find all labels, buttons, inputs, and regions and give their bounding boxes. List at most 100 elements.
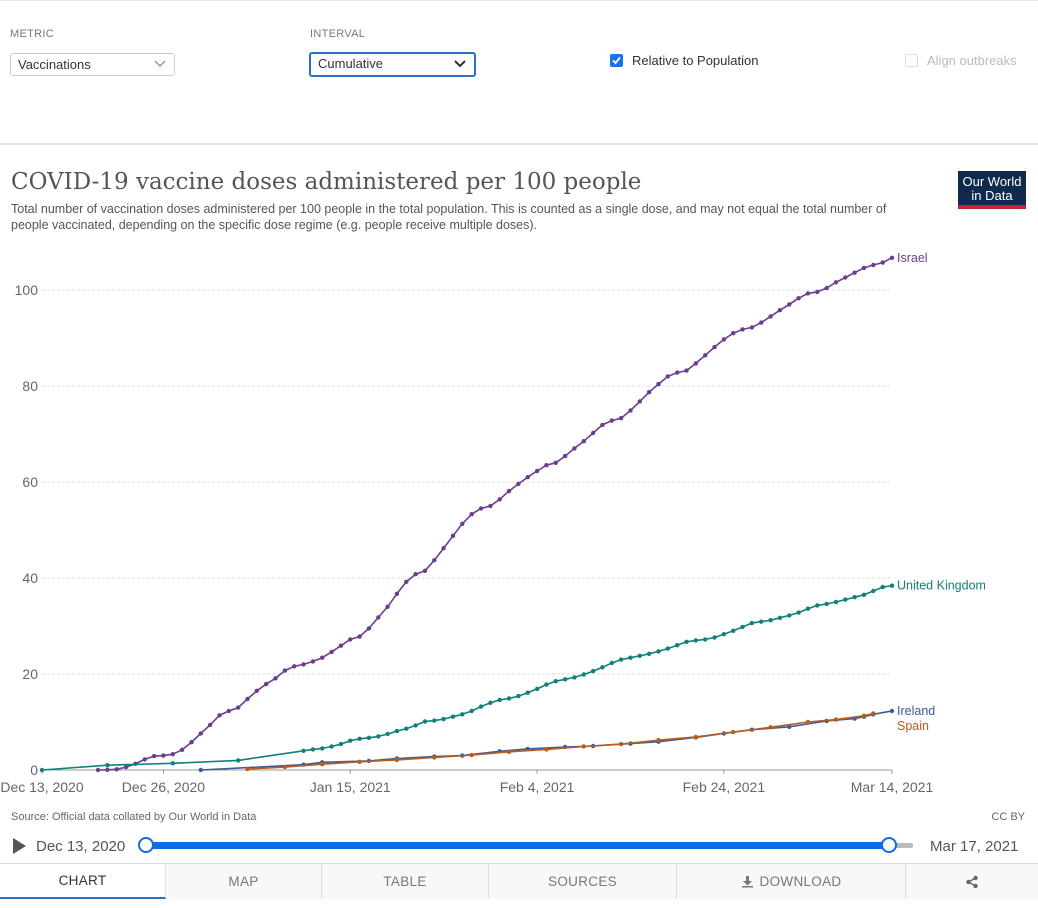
- download-icon: [741, 876, 753, 888]
- data-point: [833, 280, 839, 285]
- data-point: [460, 712, 465, 717]
- data-point: [581, 672, 586, 677]
- x-tick-label: Feb 4, 2021: [500, 779, 575, 795]
- data-point: [703, 637, 708, 642]
- data-point: [768, 618, 773, 623]
- tab-chart[interactable]: CHART: [0, 864, 166, 899]
- data-point: [478, 506, 484, 511]
- data-point: [843, 275, 848, 280]
- data-point: [665, 646, 670, 651]
- data-point: [749, 325, 755, 330]
- data-point: [460, 521, 465, 526]
- data-point: [562, 677, 568, 682]
- data-point: [170, 761, 175, 766]
- timeline-end-label: Mar 17, 2021: [930, 838, 1019, 855]
- tab-bar: CHART MAP TABLE SOURCES DOWNLOAD: [0, 863, 1038, 899]
- series-line-united-kingdom: [41, 584, 893, 771]
- tab-sources[interactable]: SOURCES: [489, 864, 677, 899]
- x-tick-label: Jan 15, 2021: [310, 779, 391, 795]
- play-icon[interactable]: [13, 838, 26, 854]
- data-point: [329, 649, 334, 655]
- interval-select[interactable]: Cumulative: [309, 52, 476, 77]
- source-note[interactable]: Source: Official data collated by Our Wo…: [11, 811, 257, 823]
- data-point: [787, 613, 792, 618]
- data-point: [637, 399, 642, 404]
- data-point: [161, 753, 166, 758]
- tab-download[interactable]: DOWNLOAD: [677, 864, 906, 899]
- data-point: [628, 655, 633, 660]
- data-point: [852, 270, 857, 275]
- data-point: [236, 758, 241, 763]
- data-point: [366, 735, 372, 740]
- tab-map-label: MAP: [228, 874, 259, 889]
- data-point: [320, 655, 325, 660]
- data-point: [759, 320, 764, 325]
- data-point: [217, 713, 222, 718]
- tab-table[interactable]: TABLE: [322, 864, 489, 899]
- data-point: [871, 588, 876, 594]
- data-point: [815, 603, 820, 608]
- series-label: Spain: [897, 719, 929, 733]
- data-point: [516, 481, 521, 487]
- data-point: [123, 764, 129, 770]
- y-tick-label: 0: [30, 762, 38, 778]
- data-point: [432, 558, 437, 563]
- relative-to-population-checkbox[interactable]: Relative to Population: [610, 53, 758, 68]
- data-point: [376, 615, 381, 620]
- data-point: [273, 676, 278, 681]
- logo-line-2: in Data: [971, 188, 1013, 203]
- data-point: [712, 344, 717, 350]
- data-point: [731, 628, 736, 633]
- data-point: [357, 634, 362, 639]
- data-point: [338, 643, 344, 648]
- license-label[interactable]: CC BY: [991, 811, 1025, 823]
- align-outbreaks-checkbox[interactable]: Align outbreaks: [905, 53, 1017, 68]
- data-point: [497, 497, 502, 502]
- data-point: [787, 302, 792, 307]
- data-point: [889, 255, 895, 260]
- logo-line-1: Our World: [962, 174, 1022, 189]
- data-point: [721, 632, 727, 637]
- align-outbreaks-label: Align outbreaks: [927, 53, 1017, 68]
- chart-subtitle: Total number of vaccination doses admini…: [11, 202, 887, 232]
- data-point: [488, 503, 493, 509]
- tab-chart-label: CHART: [58, 873, 107, 888]
- data-point: [254, 688, 259, 693]
- data-point: [665, 374, 670, 379]
- chevron-down-icon: [154, 60, 166, 68]
- data-point: [609, 418, 614, 423]
- data-point: [394, 591, 400, 596]
- data-point: [861, 713, 867, 718]
- data-point: [198, 731, 203, 736]
- data-point: [357, 736, 362, 741]
- timeline-start-handle[interactable]: [138, 837, 154, 853]
- data-point: [469, 708, 474, 714]
- chart-title: COVID-19 vaccine doses administered per …: [11, 169, 642, 195]
- data-point: [207, 722, 213, 728]
- data-point: [422, 719, 428, 724]
- y-tick-label: 40: [22, 570, 38, 586]
- data-point: [301, 662, 306, 667]
- data-point: [562, 453, 568, 459]
- data-point: [833, 717, 839, 722]
- owid-logo[interactable]: Our World in Data: [958, 171, 1026, 209]
- x-tick-label: Dec 13, 2020: [0, 779, 83, 795]
- data-point: [469, 512, 474, 517]
- tab-share[interactable]: [906, 864, 1038, 899]
- data-point: [759, 619, 764, 624]
- timeline-end-handle[interactable]: [880, 837, 897, 853]
- data-point: [544, 463, 549, 468]
- interval-label: INTERVAL: [310, 28, 366, 40]
- data-point: [114, 767, 119, 772]
- data-point: [413, 572, 418, 577]
- data-point: [553, 460, 558, 465]
- data-point: [516, 693, 521, 699]
- data-point: [749, 620, 755, 626]
- data-point: [618, 657, 624, 662]
- data-point: [404, 579, 409, 584]
- metric-select[interactable]: Vaccinations: [10, 53, 175, 76]
- data-point: [497, 697, 502, 703]
- data-point: [544, 682, 549, 687]
- data-point: [852, 595, 857, 600]
- tab-map[interactable]: MAP: [166, 864, 322, 899]
